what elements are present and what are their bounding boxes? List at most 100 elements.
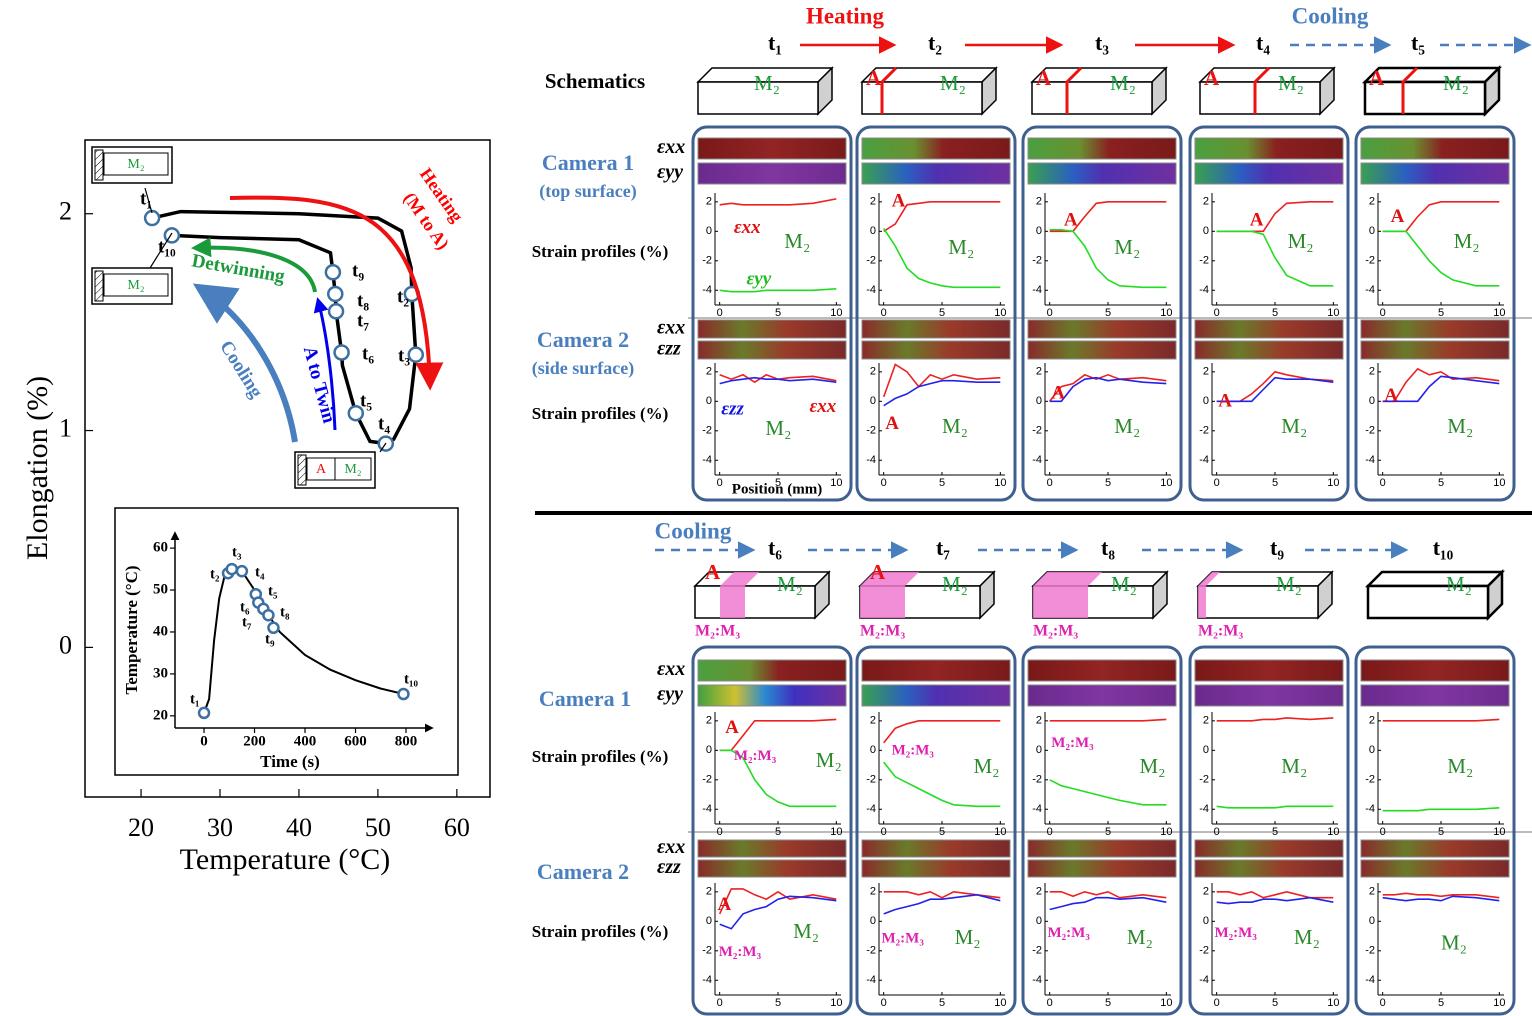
y-tick-label: 2 [1036, 366, 1042, 378]
field-map [1360, 340, 1510, 360]
strain-profile [1382, 230, 1500, 287]
panel-frame [691, 645, 853, 1016]
y-tick-label: -2 [866, 774, 876, 786]
sample-front [1199, 81, 1321, 115]
plot-label: M₂ [816, 748, 842, 772]
field-map [697, 684, 847, 707]
strain-profile [1216, 717, 1334, 722]
y-tick-label: 60 [153, 540, 168, 556]
schematic-label: M₂ [777, 572, 803, 596]
y-tick-label: -2 [1032, 774, 1042, 786]
field-map [861, 684, 1011, 707]
schematic-label: M₂ [1110, 71, 1136, 95]
strain-profile [718, 888, 837, 915]
x-tick-label: 0 [717, 307, 723, 319]
strain-profile [883, 890, 1001, 899]
y-tick-label: 40 [153, 623, 168, 639]
field-map [1027, 839, 1177, 858]
row-label: Camera 2 [537, 327, 629, 352]
field-map [1360, 162, 1510, 185]
y-tick-label: -2 [702, 255, 712, 267]
time-label: t₈ [280, 604, 290, 620]
x-tick-label: 10 [994, 997, 1006, 1009]
y-tick-label: -2 [1199, 255, 1209, 267]
x-tick-label: 0 [1214, 307, 1220, 319]
time-label: t₅ [1411, 30, 1425, 55]
field-map [1027, 684, 1177, 707]
y-tick-label: -2 [1032, 425, 1042, 437]
y-tick-label: -4 [1365, 284, 1375, 296]
y-tick-label: 0 [1036, 395, 1042, 407]
y-tick-label: 2 [870, 886, 876, 898]
plot-label: M₂:M₃ [1051, 735, 1094, 751]
time-label: t₃ [232, 544, 242, 560]
y-tick-label: 2 [870, 196, 876, 208]
strain-profile [1049, 779, 1167, 806]
y-tick-label: 0 [870, 915, 876, 927]
phase-heading: Cooling [655, 518, 732, 543]
sample-front [1363, 80, 1487, 116]
plot-label: εxx [810, 396, 837, 417]
strain-profile [1382, 718, 1500, 722]
plot-label: A [1051, 383, 1065, 404]
phase-band [720, 586, 745, 618]
x-tick-label: 5 [1105, 307, 1111, 319]
x-tick-label: 0 [1047, 477, 1053, 489]
y-tick-label: 0 [870, 744, 876, 756]
y-tick-label: 2 [1036, 715, 1042, 727]
y-tick-label: 0 [1203, 915, 1209, 927]
strain-profile [1049, 373, 1167, 402]
strain-profile [1216, 890, 1334, 899]
x-tick-label: 5 [1105, 997, 1111, 1009]
y-tick-label: 2 [706, 715, 712, 727]
field-map [1360, 319, 1510, 339]
time-label: t₈ [357, 290, 369, 311]
y-tick-label: 0 [1036, 225, 1042, 237]
y-tick-label: -4 [1032, 974, 1042, 986]
field-map [1360, 859, 1510, 878]
y-tick-label: 20 [153, 707, 168, 723]
x-tick-label: 10 [1160, 477, 1172, 489]
y-tick-label: -2 [866, 945, 876, 957]
y-tick-label: 0 [1203, 395, 1209, 407]
row-label: (top surface) [539, 181, 636, 202]
plot-label: M₂:M₃ [734, 748, 777, 764]
curve [203, 568, 404, 714]
x-tick-label: 5 [775, 477, 781, 489]
x-tick-label: 5 [1438, 477, 1444, 489]
y-tick-label: -4 [866, 803, 876, 815]
y-tick-label: 2 [1203, 196, 1209, 208]
y-tick-label: -2 [1199, 774, 1209, 786]
time-point [225, 562, 239, 576]
field-map [1194, 839, 1344, 858]
sample-top [1364, 570, 1506, 588]
field-map [861, 839, 1011, 858]
sample-grip [94, 149, 104, 181]
strain-profile [719, 749, 837, 808]
strain-profile [1382, 895, 1500, 902]
phase-band [1198, 572, 1220, 586]
x-tick-label: 800 [395, 733, 418, 749]
phase-label: M₂:M₃ [860, 623, 905, 640]
time-label: t₉ [352, 260, 364, 281]
y-axis-label: Elongation (%) [21, 376, 54, 560]
y-tick-label: 2 [1203, 886, 1209, 898]
field-map [1027, 659, 1177, 682]
sample-grip [297, 454, 307, 486]
field-map [1194, 137, 1344, 160]
y-tick-label: 2 [1203, 366, 1209, 378]
x-tick-label: 0 [717, 997, 723, 1009]
schematic-label: M₂ [1111, 572, 1137, 596]
x-tick-label: 5 [1272, 826, 1278, 838]
box-label: M₂ [127, 157, 144, 172]
x-tick-label: 0 [1380, 307, 1386, 319]
strain-profile [719, 718, 837, 752]
phase-front [880, 66, 898, 114]
y-tick-label: 0 [1369, 395, 1375, 407]
sample-grip [94, 270, 104, 302]
y-tick-label: -2 [702, 945, 712, 957]
field-map [697, 319, 847, 339]
field-map [861, 137, 1011, 160]
x-tick-label: 10 [1493, 997, 1505, 1009]
y-tick-label: -4 [1199, 454, 1209, 466]
